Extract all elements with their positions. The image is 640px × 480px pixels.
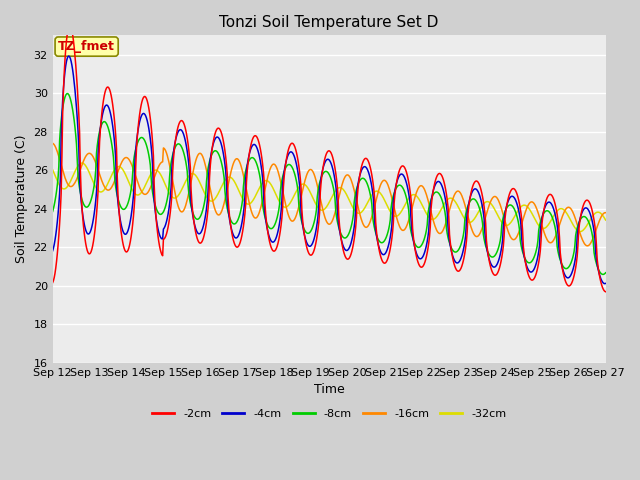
X-axis label: Time: Time (314, 384, 344, 396)
Title: Tonzi Soil Temperature Set D: Tonzi Soil Temperature Set D (220, 15, 439, 30)
Text: TZ_fmet: TZ_fmet (58, 40, 115, 53)
Legend: -2cm, -4cm, -8cm, -16cm, -32cm: -2cm, -4cm, -8cm, -16cm, -32cm (147, 404, 511, 423)
Y-axis label: Soil Temperature (C): Soil Temperature (C) (15, 135, 28, 264)
